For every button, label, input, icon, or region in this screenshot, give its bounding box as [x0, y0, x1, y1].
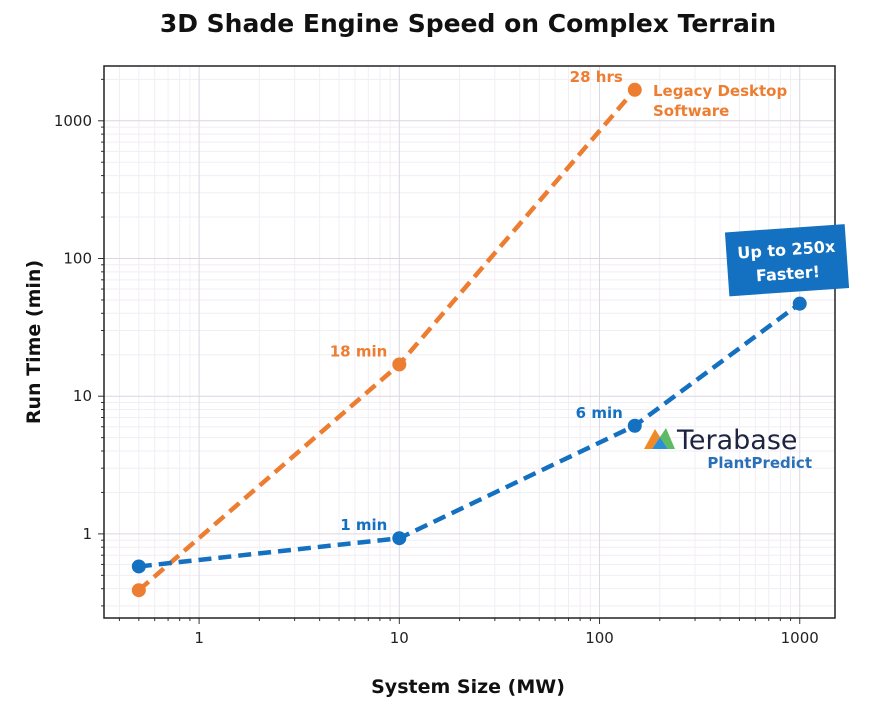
- chart-title: 3D Shade Engine Speed on Complex Terrain: [160, 9, 776, 38]
- data-point: [392, 531, 407, 546]
- badge-text: Faster!: [755, 262, 820, 285]
- legacy-series-label: Software: [653, 102, 729, 120]
- data-label: 6 min: [576, 404, 623, 422]
- logo-name: Terabase: [676, 425, 798, 456]
- data-point: [627, 82, 642, 97]
- data-point: [131, 559, 146, 574]
- logo-product: PlantPredict: [707, 454, 812, 472]
- data-label: 18 min: [330, 342, 388, 360]
- logo-mark-icon: [644, 429, 660, 449]
- logo-mark-icon: [652, 437, 668, 449]
- data-point: [131, 583, 146, 598]
- data-point: [627, 418, 642, 433]
- data-label: 1 min: [340, 516, 387, 534]
- y-axis-label: Run Time (min): [23, 260, 45, 424]
- x-axis-label: System Size (MW): [371, 676, 565, 698]
- plot-frame: [103, 65, 836, 619]
- x-tick-label: 1000: [781, 629, 819, 647]
- series-line-0: [137, 88, 637, 592]
- series-line-1: [138, 301, 802, 569]
- x-tick-label: 1: [194, 629, 204, 647]
- x-tick-label: 10: [390, 629, 409, 647]
- data-label: 28 hrs: [570, 68, 623, 86]
- y-tick-label: 10: [73, 387, 92, 405]
- logo-mark-icon: [660, 428, 675, 449]
- y-tick-label: 1000: [54, 112, 92, 130]
- y-tick-label: 100: [63, 249, 92, 267]
- data-point: [792, 296, 807, 311]
- y-tick-label: 1: [82, 525, 92, 543]
- data-point: [392, 357, 407, 372]
- legacy-series-label: Legacy Desktop: [653, 82, 787, 100]
- badge-background: [724, 224, 850, 297]
- x-tick-label: 100: [585, 629, 614, 647]
